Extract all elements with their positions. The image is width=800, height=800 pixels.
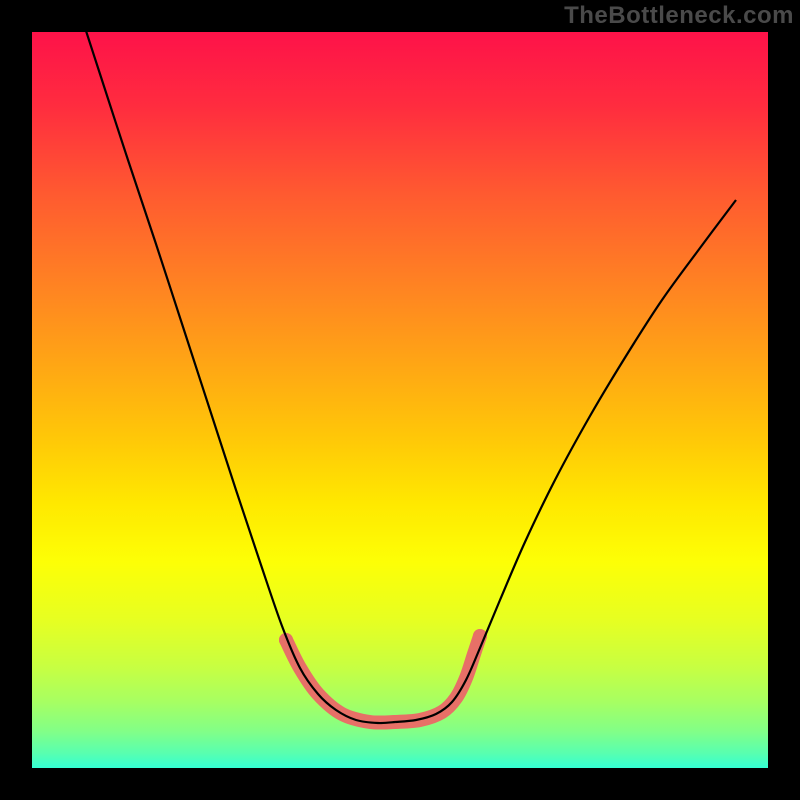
plot-svg	[32, 32, 768, 768]
plot-area	[32, 32, 768, 768]
gradient-background	[32, 32, 768, 768]
chart-container: TheBottleneck.com	[0, 0, 800, 800]
watermark-text: TheBottleneck.com	[564, 2, 794, 30]
